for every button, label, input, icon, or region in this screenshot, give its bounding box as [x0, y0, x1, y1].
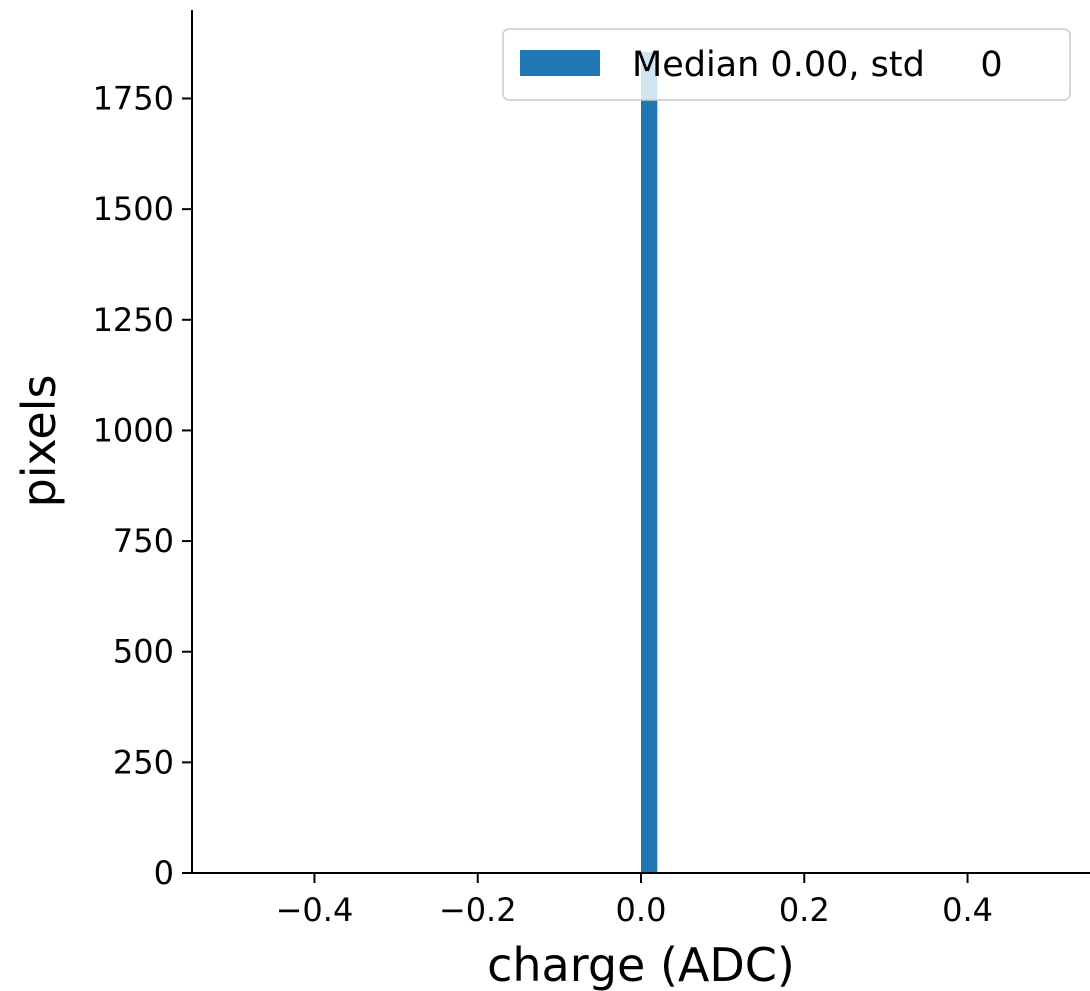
- y-tick-label: 500: [113, 633, 174, 671]
- y-tick-label: 1500: [93, 190, 174, 228]
- x-tick-label: 0.0: [616, 891, 667, 929]
- legend: Median 0.00, std 0: [502, 28, 1071, 101]
- y-axis-title: pixels: [12, 375, 66, 508]
- x-tick-label: −0.2: [439, 891, 517, 929]
- y-tick-label: 1250: [93, 301, 174, 339]
- y-tick-label: 750: [113, 522, 174, 560]
- legend-swatch: [520, 50, 600, 76]
- ticks-layer: −0.4 −0.2 0.0 0.2 0.4 0 250 500 750 1000 1250 1500 1…: [93, 80, 993, 929]
- bars-layer: [641, 52, 658, 874]
- x-tick-label: −0.4: [276, 891, 354, 929]
- x-tick-label: 0.2: [779, 891, 830, 929]
- y-tick-label: 0: [154, 854, 174, 892]
- x-axis-title: charge (ADC): [487, 938, 795, 991]
- legend-label: Median 0.00, std 0: [632, 45, 1003, 85]
- legend-box: [502, 28, 1071, 101]
- x-tick-label: 0.4: [942, 891, 993, 929]
- y-tick-label: 1750: [93, 80, 174, 118]
- y-tick-label: 1000: [93, 411, 174, 449]
- y-tick-label: 250: [113, 743, 174, 781]
- histogram-bar: [641, 52, 658, 874]
